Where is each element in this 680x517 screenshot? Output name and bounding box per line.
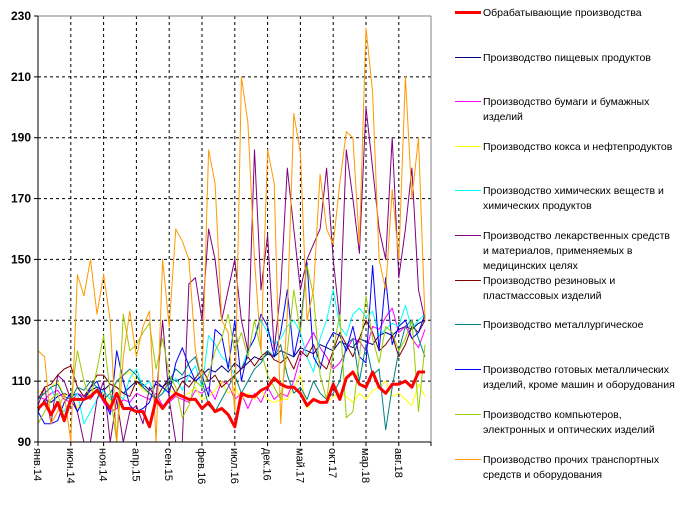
y-tick-labels: 90 110 130 150 170 190 210 230	[11, 9, 31, 449]
x-tick-labels: янв.14 июн.14 ноя.14 апр.15 сен.15 фев.16 июл.…	[31, 448, 404, 484]
x-tick-label: июн.14	[64, 448, 76, 484]
y-tick-label: 170	[11, 192, 31, 206]
y-tick-label: 90	[18, 435, 32, 449]
axes	[34, 15, 432, 446]
legend-label: Производство пищевых продуктов	[483, 52, 651, 64]
y-tick-label: 150	[11, 252, 31, 266]
legend-swatch	[455, 324, 481, 325]
legend-swatch	[455, 11, 481, 14]
legend-swatch	[455, 190, 481, 191]
legend-swatch	[455, 414, 481, 415]
series-line	[36, 370, 425, 429]
x-tick-label: апр.15	[129, 448, 141, 481]
x-tick-label: май.17	[293, 448, 305, 483]
x-tick-label: сен.15	[162, 448, 174, 481]
legend-label: Производство металлургическое	[483, 319, 644, 331]
legend-label: Производство химических веществ и химиче…	[483, 185, 664, 212]
series-line	[37, 371, 426, 409]
legend-swatch	[455, 101, 481, 102]
legend-swatch	[455, 146, 481, 147]
x-tick-label: мар.18	[359, 448, 371, 483]
series-line	[37, 307, 426, 413]
y-tick-label: 110	[12, 374, 32, 388]
series-lines	[36, 27, 426, 443]
legend-swatch	[455, 57, 481, 58]
x-tick-label: дек.16	[261, 448, 273, 481]
legend-swatch	[455, 280, 481, 281]
y-tick-label: 130	[11, 313, 31, 327]
series-line	[37, 106, 426, 443]
legend-label: Производство лекарственных средств и мат…	[483, 230, 670, 272]
series-line	[37, 265, 426, 443]
legend-label: Производство компьютеров, электронных и …	[483, 409, 655, 436]
series-line	[37, 262, 426, 425]
legend-label: Производство резиновых и пластмассовых и…	[483, 275, 616, 302]
y-tick-label: 190	[11, 131, 31, 145]
legend-swatch	[455, 459, 481, 460]
y-tick-label: 210	[11, 70, 31, 84]
legend-label: Производство прочих транспортных средств…	[483, 454, 660, 481]
legend-swatch	[455, 235, 481, 236]
x-tick-label: янв.14	[31, 448, 43, 481]
x-tick-label: фев.16	[195, 448, 207, 484]
x-tick-label: авг.18	[392, 448, 404, 478]
legend-label: Обрабатывающие производства	[483, 7, 642, 19]
y-tick-label: 230	[11, 9, 31, 23]
x-tick-label: ноя.14	[97, 448, 109, 481]
legend: Обрабатывающие производства Производство …	[455, 0, 680, 517]
legend-label: Производство кокса и нефтепродуктов	[483, 141, 673, 153]
series-line	[37, 319, 426, 400]
legend-label: Производство готовых металлических издел…	[483, 364, 675, 391]
legend-swatch	[455, 369, 481, 370]
x-tick-label: окт.17	[326, 448, 338, 478]
grid-lines	[38, 16, 431, 442]
series-line	[37, 27, 426, 443]
legend-label: Производство бумаги и бумажных изделий	[483, 96, 650, 123]
x-tick-label: июл.16	[228, 448, 240, 484]
